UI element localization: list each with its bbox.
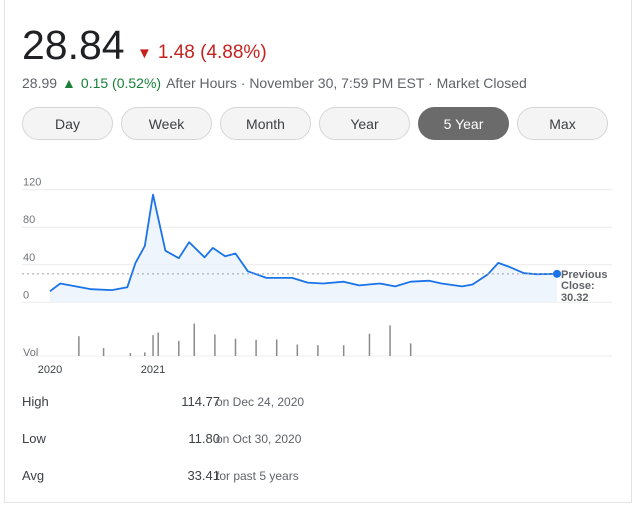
stat-note: for past 5 years bbox=[216, 469, 299, 483]
stat-value: 114.77 bbox=[181, 394, 220, 409]
x-tick-label: 2021 bbox=[141, 364, 165, 376]
previous-close-label: Previous Close: bbox=[561, 269, 607, 292]
finance-card bbox=[4, 0, 632, 503]
stat-value: 11.80 bbox=[188, 431, 220, 446]
stat-row-high: High 114.77 on Dec 24, 2020 bbox=[22, 390, 312, 427]
previous-close-value: 30.32 bbox=[561, 292, 589, 304]
y-tick-label: 80 bbox=[23, 214, 35, 226]
price-area bbox=[50, 194, 557, 303]
y-tick-label: 40 bbox=[23, 252, 35, 264]
stat-label: Low bbox=[22, 431, 46, 446]
current-price: 28.84 bbox=[22, 22, 125, 68]
stat-value: 33.41 bbox=[187, 468, 220, 483]
stat-note: on Oct 30, 2020 bbox=[216, 432, 302, 446]
stats-table: High 114.77 on Dec 24, 2020 Low 11.80 on… bbox=[22, 390, 312, 501]
down-arrow-icon: ▼ bbox=[137, 44, 152, 62]
range-tabs: Day Week Month Year 5 Year Max bbox=[22, 107, 608, 140]
change-value: 1.48 (4.88%) bbox=[157, 42, 267, 63]
after-hours-price: 28.99 bbox=[22, 75, 58, 91]
stat-label: High bbox=[22, 394, 49, 409]
tab-5-year[interactable]: 5 Year bbox=[418, 107, 509, 140]
up-arrow-icon: ▲ bbox=[62, 75, 76, 91]
stat-label: Avg bbox=[22, 468, 45, 483]
stat-note: on Dec 24, 2020 bbox=[216, 395, 305, 409]
y-tick-label: 120 bbox=[23, 177, 41, 189]
tab-week[interactable]: Week bbox=[121, 107, 212, 140]
after-hours-change: 0.15 (0.52%) bbox=[80, 75, 162, 91]
last-price-dot bbox=[553, 269, 561, 278]
stat-row-avg: Avg 33.41 for past 5 years bbox=[22, 464, 312, 501]
volume-label: Vol bbox=[23, 347, 38, 359]
tab-day[interactable]: Day bbox=[22, 107, 113, 140]
tab-max[interactable]: Max bbox=[517, 107, 608, 140]
after-hours-status: After Hours · November 30, 7:59 PM EST ·… bbox=[166, 75, 527, 91]
stat-row-low: Low 11.80 on Oct 30, 2020 bbox=[22, 427, 312, 464]
x-tick-label: 2020 bbox=[38, 364, 62, 376]
price-line bbox=[49, 193, 558, 292]
tab-month[interactable]: Month bbox=[220, 107, 311, 140]
price-change: ▼ 1.48 (4.88%) bbox=[137, 42, 267, 64]
after-hours-line: 28.99 ▲ 0.15 (0.52%) After Hours · Novem… bbox=[22, 75, 527, 91]
price-chart: 120 80 40 0 Vol Previous Close:30.32 2020 2021 bbox=[22, 177, 612, 376]
tab-year[interactable]: Year bbox=[319, 107, 410, 140]
y-tick-label: 0 bbox=[23, 289, 29, 301]
